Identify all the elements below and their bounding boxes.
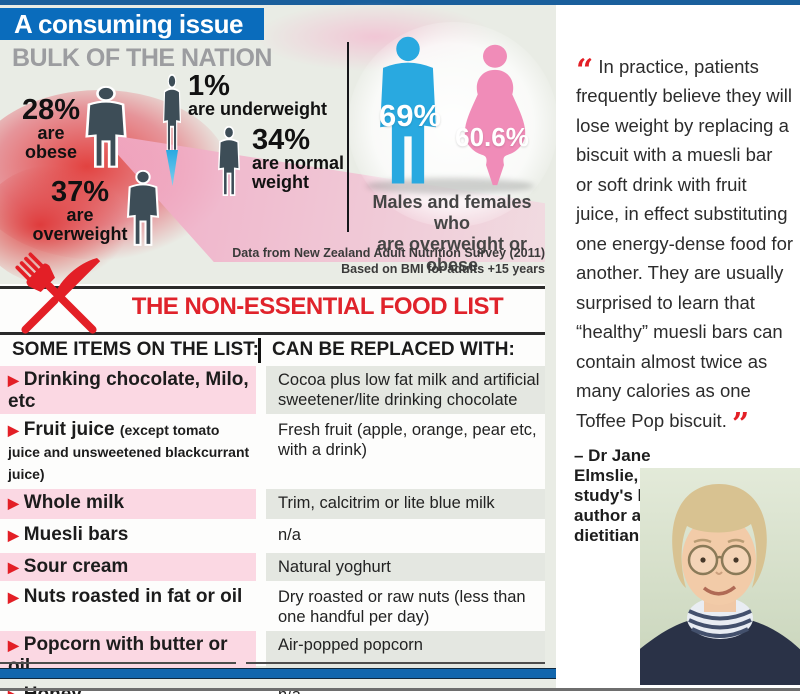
fork-knife-icon xyxy=(15,252,101,334)
replacement-cell: Trim, calcitrim or lite blue milk xyxy=(266,489,545,519)
table-row: ▶ Muesli bars n/a xyxy=(0,521,545,551)
table-row: ▶ Sour cream Natural yoghurt xyxy=(0,553,545,581)
food-item-cell: ▶ Nuts roasted in fat or oil xyxy=(0,583,256,629)
data-source-note: Data from New Zealand Adult Nutrition Su… xyxy=(232,246,545,276)
food-item-cell: ▶ Muesli bars xyxy=(0,521,256,551)
bottom-blue-bar xyxy=(0,668,618,679)
replacement-cell: n/a xyxy=(278,526,301,544)
food-item-cell: ▶ Drinking chocolate, Milo, etc xyxy=(0,366,256,414)
table-row: ▶ Drinking chocolate, Milo, etc Cocoa plu… xyxy=(0,366,545,414)
underweight-person-icon xyxy=(162,74,182,152)
attribution-name: – Dr Jane Elmslie, xyxy=(574,446,651,485)
stat-overweight: 37% are overweight xyxy=(28,178,132,244)
female-percentage: 60.6% xyxy=(455,122,529,152)
bullet-icon: ▶ xyxy=(8,422,19,438)
food-table: ▶ Drinking chocolate, Milo, etc Cocoa plu… xyxy=(0,366,545,694)
close-quote-icon: ” xyxy=(731,406,750,442)
rule-line xyxy=(0,332,545,335)
rule-line xyxy=(246,662,545,664)
normal-weight-person-icon xyxy=(218,126,240,197)
stat-underweight-label: are underweight xyxy=(188,99,328,119)
stat-normal-label: are normal weight xyxy=(252,153,345,192)
replacement-cell: Natural yoghurt xyxy=(266,553,545,581)
table-row: ▶ Whole milk Trim, calcitrim or lite blue… xyxy=(0,489,545,519)
title-bar xyxy=(0,8,264,40)
female-figure-icon xyxy=(464,44,526,186)
bullet-icon: ▶ xyxy=(8,372,19,388)
food-item-text: Sour cream xyxy=(23,556,129,577)
bullet-icon: ▶ xyxy=(8,589,19,605)
bullet-icon: ▶ xyxy=(8,637,19,653)
replacement-cell: Fresh fruit (apple, orange, pear etc, wi… xyxy=(278,421,537,459)
stat-normal-value: 34% xyxy=(252,124,311,156)
column-header-replacements: CAN BE REPLACED WITH: xyxy=(272,339,515,360)
section-divider-line xyxy=(347,42,349,232)
food-item-text: Fruit juice xyxy=(23,419,115,440)
bulk-section-heading: BULK OF THE NATION xyxy=(12,44,272,72)
open-quote-icon: “ xyxy=(576,52,594,88)
replacement-cell: Dry roasted or raw nuts (less than one h… xyxy=(278,588,526,626)
food-list-title: THE NON-ESSENTIAL FOOD LIST xyxy=(131,293,504,320)
column-divider xyxy=(258,338,261,363)
food-item-text: Nuts roasted in fat or oil xyxy=(23,586,243,607)
bottom-border-line xyxy=(0,688,800,691)
overweight-person-icon xyxy=(126,170,160,246)
food-item-cell: ▶ Fruit juice (except tomato juice and un… xyxy=(0,416,256,487)
stat-overweight-label: are overweight xyxy=(32,205,128,244)
table-row: ▶ Fruit juice (except tomato juice and un… xyxy=(0,416,545,487)
stat-obese-label: are obese xyxy=(24,123,78,162)
stat-obese-value: 28% xyxy=(21,94,81,126)
stat-normal-weight: 34% are normal weight xyxy=(252,126,362,192)
food-item-text: Drinking chocolate, Milo, etc xyxy=(8,369,249,412)
column-header-items: SOME ITEMS ON THE LIST: xyxy=(12,339,260,360)
stat-obese: 28% are obese xyxy=(14,96,88,162)
food-item-text: Muesli bars xyxy=(23,524,129,545)
male-figure-icon xyxy=(380,36,436,184)
food-item-cell: ▶ Sour cream xyxy=(0,553,256,581)
food-item-cell: ▶ Whole milk xyxy=(0,489,256,519)
obese-person-icon xyxy=(85,86,127,168)
rule-line xyxy=(0,286,545,289)
table-row: ▶ Nuts roasted in fat or oil Dry roasted … xyxy=(0,583,545,629)
pull-quote: “ In practice, patients frequently belie… xyxy=(576,22,798,439)
food-item-note: (except tomato juice and unsweetened bla… xyxy=(8,422,250,482)
portrait-photo xyxy=(640,468,800,685)
food-list-background xyxy=(0,284,545,666)
page-title: A consuming issue xyxy=(14,9,243,39)
replacement-cell: Cocoa plus low fat milk and artificial s… xyxy=(266,366,545,414)
rule-line xyxy=(0,662,236,664)
bullet-icon: ▶ xyxy=(8,527,19,543)
male-percentage: 69% xyxy=(378,98,442,133)
gender-caption: Males and females who are overweight or … xyxy=(372,192,532,275)
stat-underweight-value: 1% xyxy=(188,70,230,102)
bullet-icon: ▶ xyxy=(8,559,19,575)
bullet-icon: ▶ xyxy=(8,495,19,511)
food-item-text: Whole milk xyxy=(23,492,125,513)
stat-underweight: 1% are underweight xyxy=(188,72,338,119)
quote-text: In practice, patients frequently believe… xyxy=(576,55,794,431)
stat-overweight-value: 37% xyxy=(50,176,110,208)
